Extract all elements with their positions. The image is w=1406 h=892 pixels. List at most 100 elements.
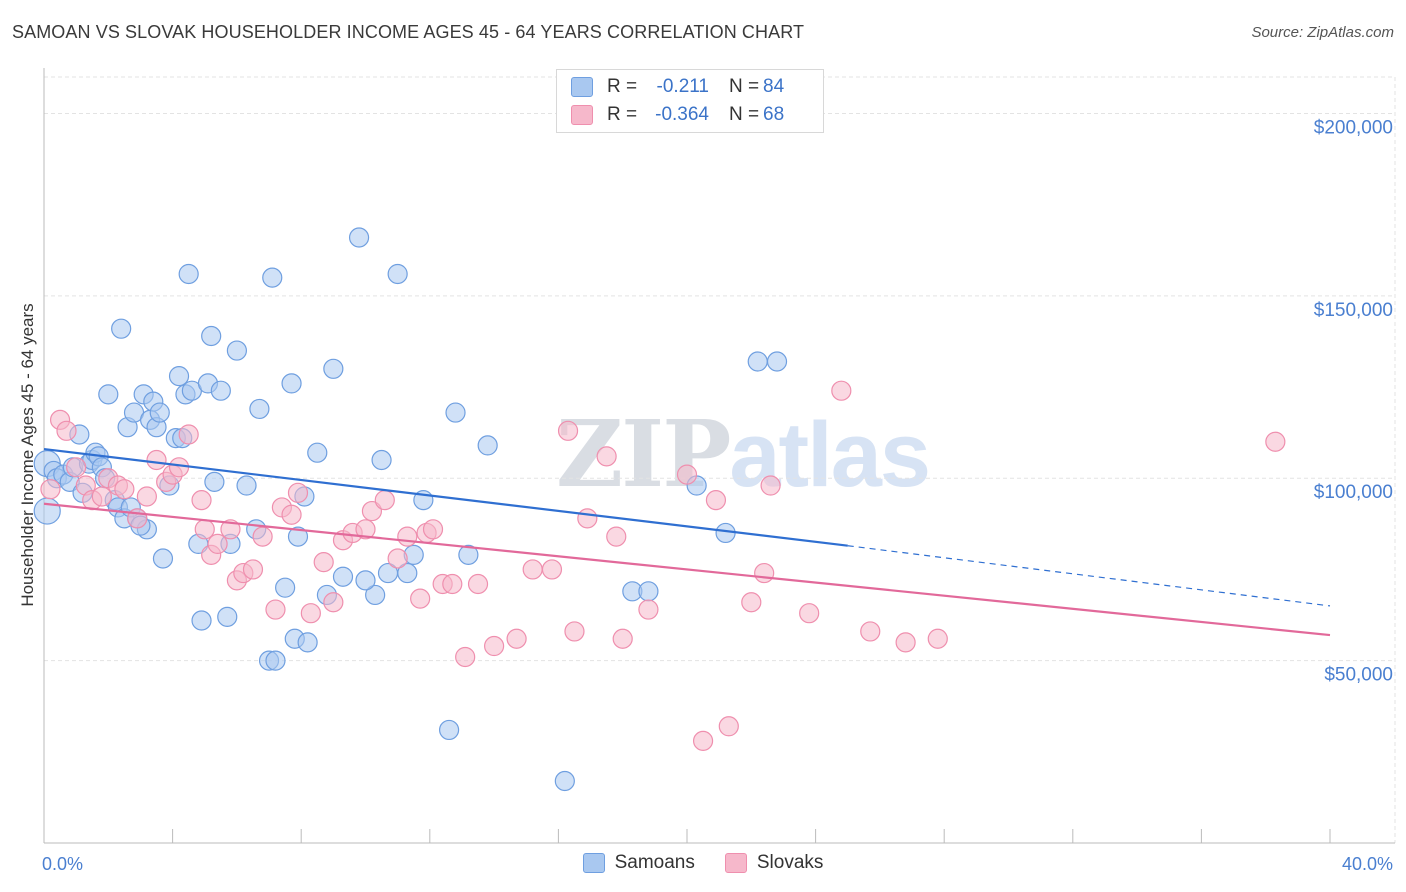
- samoans-point-72: [458, 544, 479, 565]
- samoans-point-39: [191, 610, 212, 631]
- samoans-point-57: [297, 632, 318, 653]
- samoans-point-76: [638, 581, 659, 602]
- x-tick-label-0: 0.0%: [42, 854, 83, 874]
- legend-r-value: -0.364: [655, 104, 709, 125]
- samoans-point-44: [217, 606, 238, 627]
- legend-n-value: 68: [763, 104, 785, 125]
- slovaks-point-60: [705, 490, 727, 511]
- slovaks-point-31: [313, 552, 334, 573]
- x-tick-label-1: 40.0%: [1342, 854, 1393, 874]
- tick-labels: $50,000 $100,000 $150,000 $200,000 0.0% 40.0%: [42, 117, 1393, 874]
- legend-swatch-samoans: [571, 77, 593, 97]
- slovaks-point-61: [718, 716, 739, 737]
- samoans-point-79: [747, 351, 768, 372]
- y-tick-label-3: $200,000: [1314, 117, 1393, 138]
- legend-n-value: 84: [763, 76, 785, 97]
- y-tick-label-1: $100,000: [1314, 482, 1393, 503]
- samoans-trend-line: [43, 447, 848, 547]
- slovaks-trend-line: [43, 502, 1331, 637]
- slovaks-point-69: [927, 628, 948, 649]
- legend-row-samoans: R = -0.211 N = 84: [571, 73, 784, 101]
- samoans-point-62: [348, 227, 370, 248]
- slovaks-point-2: [56, 420, 77, 441]
- samoans-point-64: [371, 449, 392, 471]
- samoans-point-47: [236, 475, 257, 496]
- samoans-point-61: [332, 566, 354, 587]
- slovaks-point-54: [596, 446, 617, 467]
- y-tick-label-2: $150,000: [1314, 300, 1393, 321]
- slovaks-point-16: [178, 424, 199, 445]
- slovaks-point-26: [265, 599, 286, 620]
- slovaks-point-65: [799, 603, 820, 624]
- slovaks-point-53: [577, 508, 598, 529]
- samoans-point-29: [149, 402, 170, 423]
- samoans-point-33: [168, 366, 190, 387]
- bottom-legend-samoans: Samoans: [582, 852, 695, 874]
- legend-r-value: -0.211: [656, 76, 709, 97]
- slovaks-point-15: [168, 457, 190, 478]
- slovaks-point-50: [541, 559, 563, 580]
- samoans-point-70: [438, 719, 460, 741]
- slovaks-point-68: [895, 632, 916, 653]
- series-slovaks-points: [40, 380, 1286, 751]
- slovaks-point-51: [557, 420, 579, 441]
- samoans-point-1: [33, 497, 61, 525]
- samoans-point-74: [554, 770, 575, 792]
- slovaks-point-64: [760, 475, 781, 496]
- samoans-trend-line-extension: [847, 545, 1331, 607]
- slovaks-point-58: [676, 464, 698, 485]
- slovaks-point-37: [374, 490, 395, 511]
- source-label: Source: ZipAtlas.com: [1251, 24, 1394, 41]
- samoans-point-41: [201, 325, 222, 347]
- slovaks-point-44: [442, 573, 463, 595]
- samoans-point-55: [287, 526, 309, 547]
- samoans-point-80: [766, 351, 788, 372]
- slovaks-point-46: [467, 573, 489, 595]
- slovaks-point-67: [860, 621, 881, 642]
- samoans-point-63: [365, 584, 386, 606]
- slovaks-point-25: [252, 526, 273, 547]
- samoans-point-53: [281, 373, 302, 394]
- slovaks-point-52: [564, 621, 585, 642]
- bottom-legend-slovaks: Slovaks: [724, 852, 824, 874]
- legend-n-label: N =: [729, 76, 760, 97]
- chart-title: SAMOAN VS SLOVAK HOUSEHOLDER INCOME AGES…: [12, 22, 805, 42]
- slovaks-point-57: [638, 599, 659, 620]
- slovaks-point-28: [281, 504, 302, 525]
- slovaks-point-30: [300, 603, 321, 624]
- samoans-point-67: [397, 562, 418, 584]
- bottom-legend-swatch-samoans: [582, 853, 605, 873]
- slovaks-point-66: [831, 380, 852, 401]
- samoans-point-82: [355, 570, 376, 591]
- samoans-point-43: [210, 380, 231, 401]
- slovaks-point-56: [612, 628, 633, 649]
- slovaks-point-48: [506, 628, 527, 649]
- slovaks-point-55: [606, 526, 627, 547]
- slovaks-point-59: [692, 730, 714, 751]
- samoans-point-66: [387, 263, 408, 285]
- slovaks-point-9: [114, 479, 135, 500]
- slovaks-point-20: [207, 533, 228, 554]
- samoans-point-42: [204, 471, 225, 492]
- slovaks-point-12: [146, 449, 167, 471]
- slovaks-point-35: [355, 519, 376, 540]
- samoans-point-73: [477, 435, 498, 456]
- bottom-legend-label-slovaks: Slovaks: [756, 852, 824, 873]
- bottom-legend: Samoans Slovaks: [0, 852, 1406, 874]
- slovaks-point-42: [422, 519, 444, 540]
- legend-r-label: R =: [607, 104, 638, 125]
- samoans-point-36: [178, 263, 199, 285]
- bottom-legend-swatch-slovaks: [724, 853, 747, 873]
- samoans-point-18: [111, 318, 132, 339]
- samoans-point-46: [226, 340, 247, 361]
- samoans-point-30: [152, 548, 174, 569]
- legend-row-slovaks: R = -0.364 N = 68: [571, 101, 784, 129]
- samoans-point-51: [262, 267, 283, 288]
- slovaks-point-3: [66, 457, 87, 478]
- samoans-point-52: [275, 577, 296, 598]
- slovaks-point-17: [191, 490, 212, 511]
- samoans-point-78: [715, 522, 736, 544]
- slovaks-point-11: [136, 486, 157, 507]
- slovaks-point-29: [287, 482, 309, 503]
